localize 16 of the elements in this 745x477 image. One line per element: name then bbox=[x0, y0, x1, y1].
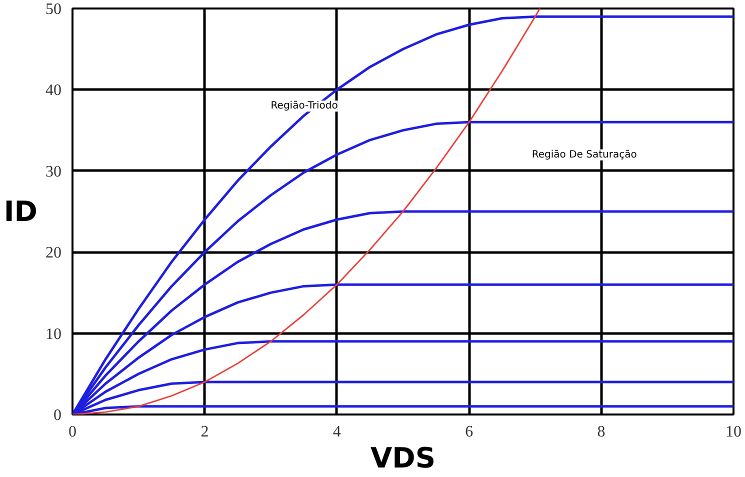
x-tick-label: 2 bbox=[200, 424, 209, 440]
x-tick-label: 4 bbox=[332, 424, 341, 440]
x-tick-label: 6 bbox=[465, 424, 474, 440]
x-tick-label: 10 bbox=[726, 424, 742, 440]
y-tick-label: 40 bbox=[46, 82, 62, 100]
x-tick-label: 0 bbox=[68, 424, 76, 440]
y-tick-label: 50 bbox=[46, 1, 62, 18]
y-tick-label: 30 bbox=[46, 163, 62, 180]
y-tick-label: 20 bbox=[46, 244, 62, 262]
x-tick-label: 8 bbox=[597, 424, 606, 440]
annotation: Região De Saturação bbox=[532, 149, 637, 160]
y-axis-title: ID bbox=[4, 195, 38, 228]
y-tick-label: 0 bbox=[54, 407, 62, 424]
annotation: Região-Triodo bbox=[270, 100, 338, 112]
x-axis-title: VDS bbox=[370, 442, 436, 474]
y-tick-label: 10 bbox=[46, 326, 62, 343]
